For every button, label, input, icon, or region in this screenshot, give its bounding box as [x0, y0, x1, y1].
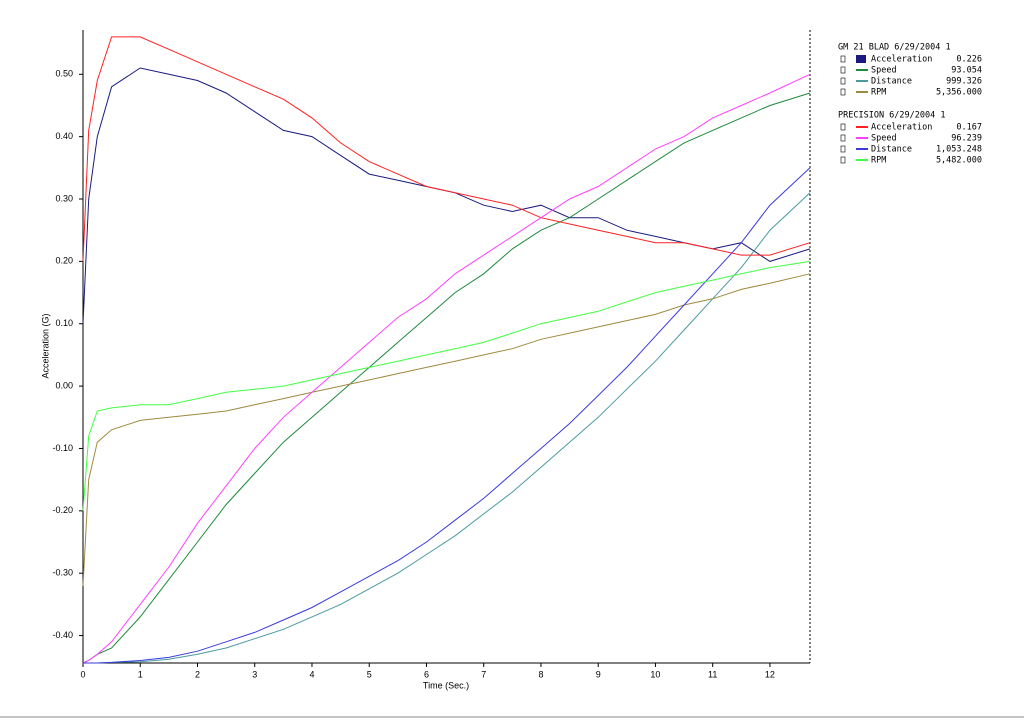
x-tick-label: 0	[80, 669, 85, 679]
x-tick-label: 7	[481, 669, 486, 679]
x-tick-label: 12	[765, 669, 775, 679]
legend-name: RPM	[871, 156, 886, 166]
x-tick-label: 2	[195, 669, 200, 679]
legend-name: Acceleration	[871, 123, 932, 133]
series-line	[82, 260, 811, 511]
x-tick-label: 4	[309, 669, 314, 679]
legend-checkbox	[840, 77, 846, 85]
legend-checkbox	[840, 145, 846, 153]
legend-readout: 96.239	[951, 134, 982, 144]
legend-name: Speed	[871, 66, 897, 76]
x-tick-label: 9	[596, 669, 601, 679]
series-line	[82, 92, 811, 664]
legend-group-title: GM 21 BLAD 6/29/2004 1	[838, 43, 951, 53]
legend-name: Speed	[871, 134, 897, 144]
legend-checkbox	[840, 88, 846, 96]
legend-readout: 999.326	[946, 77, 982, 87]
legend-readout: 0.167	[956, 123, 982, 133]
y-tick-label: 0.00	[55, 380, 73, 390]
legend-checkbox	[840, 134, 846, 142]
x-tick-label: 3	[252, 669, 257, 679]
y-tick-label: 0.40	[55, 131, 73, 141]
legend-readout: 5,482.000	[936, 156, 982, 166]
legend-checkbox	[840, 55, 846, 63]
y-tick-label: -0.30	[52, 568, 73, 578]
x-tick-label: 6	[424, 669, 429, 679]
series-line	[82, 73, 811, 664]
series-line	[82, 67, 811, 324]
series-line	[83, 167, 811, 664]
y-axis-title: Acceleration (G)	[40, 313, 50, 378]
y-tick-label: -0.20	[52, 505, 73, 515]
y-tick-label: 0.20	[55, 256, 73, 266]
legend-readout: 0.226	[956, 55, 982, 65]
series-line	[83, 192, 811, 664]
legend-checkbox	[840, 66, 846, 74]
legend-readout: 93.054	[951, 66, 982, 76]
x-tick-label: 11	[708, 669, 717, 679]
x-tick-label: 1	[138, 669, 143, 679]
legend-group-title: PRECISION 6/29/2004 1	[838, 111, 945, 121]
y-tick-label: 0.50	[55, 69, 73, 79]
y-tick-label: -0.40	[52, 630, 73, 640]
series-line	[82, 36, 811, 262]
x-axis-title: Time (Sec.)	[423, 680, 469, 690]
legend-swatch	[856, 55, 866, 63]
x-tick-label: 5	[367, 669, 372, 679]
legend-name: Distance	[871, 145, 912, 155]
x-tick-label: 10	[650, 669, 660, 679]
legend-checkbox	[840, 156, 846, 164]
legend-name: RPM	[871, 88, 886, 98]
y-tick-label: 0.10	[55, 318, 73, 328]
x-tick-label: 8	[538, 669, 543, 679]
series-line	[82, 273, 811, 586]
legend-checkbox	[840, 123, 846, 131]
legend-name: Distance	[871, 77, 912, 87]
legend-name: Acceleration	[871, 55, 932, 65]
legend-readout: 1,053.248	[936, 145, 982, 155]
legend-readout: 5,356.000	[936, 88, 982, 98]
y-tick-label: -0.10	[52, 443, 73, 453]
y-tick-label: 0.30	[55, 193, 73, 203]
